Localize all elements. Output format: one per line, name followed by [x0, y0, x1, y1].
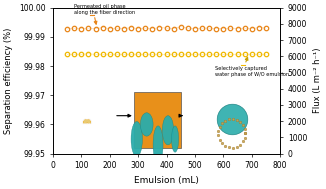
- Ellipse shape: [162, 116, 174, 145]
- Y-axis label: Flux (L m⁻² h⁻¹): Flux (L m⁻² h⁻¹): [313, 48, 322, 113]
- Ellipse shape: [171, 126, 179, 152]
- FancyBboxPatch shape: [134, 92, 181, 148]
- Ellipse shape: [140, 113, 153, 136]
- Text: Selectively captured
water phase of W/O emulsion: Selectively captured water phase of W/O …: [215, 66, 289, 77]
- X-axis label: Emulsion (mL): Emulsion (mL): [134, 176, 199, 185]
- Ellipse shape: [153, 126, 163, 164]
- Y-axis label: Separation efficiency (%): Separation efficiency (%): [4, 27, 13, 134]
- Ellipse shape: [131, 122, 142, 156]
- Text: Permeated oil phase
along the fiber direction: Permeated oil phase along the fiber dire…: [74, 5, 135, 15]
